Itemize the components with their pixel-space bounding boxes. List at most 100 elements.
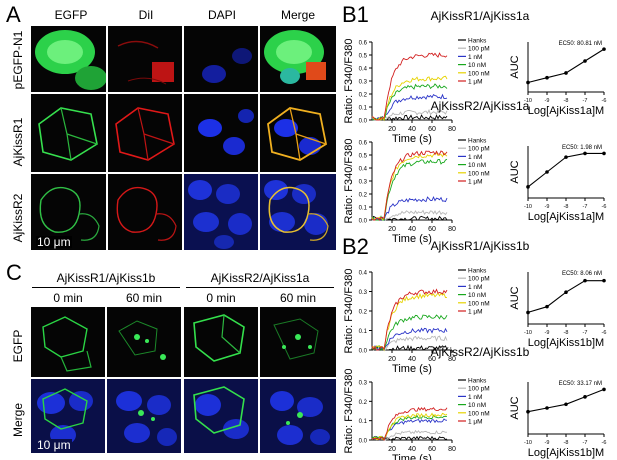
ytick-label-2-1: 0.1 xyxy=(359,329,368,335)
legend-label-0-2: 1 nM xyxy=(468,54,482,61)
panel-a-letter: A xyxy=(6,2,21,27)
dose-xtick-label-0-3: -7 xyxy=(583,98,588,104)
time-60-right: 60 min xyxy=(279,291,317,305)
dose-xlabel-1: Log[AjKiss1a]M xyxy=(528,211,604,223)
col-dil: DiI xyxy=(138,8,154,22)
dose-xtick-label-3-4: -6 xyxy=(602,440,607,446)
xtick-label-2-3: 80 xyxy=(448,356,456,363)
trace-ylabel-3: Ratio: F340/F380 xyxy=(343,369,355,454)
legend-label-2-5: 1 μM xyxy=(468,309,483,316)
row-c-merge: Merge xyxy=(11,403,25,438)
dose-curve-0 xyxy=(527,48,605,84)
dose-xtick-label-0-0: -10 xyxy=(524,98,532,104)
dose-xtick-label-3-1: -9 xyxy=(545,440,550,446)
ytick-label-1-6: 0.6 xyxy=(359,141,368,147)
dose-xtick-label-2-1: -9 xyxy=(545,330,550,336)
legend-label-1-3: 10 nM xyxy=(468,162,486,169)
dose-xlabel-0: Log[AjKiss1a]M xyxy=(528,105,604,117)
dose-xtick-label-3-0: -10 xyxy=(524,440,532,446)
legend-label-3-2: 1 nM xyxy=(468,394,482,401)
dose-point-1-1 xyxy=(545,170,549,174)
micrograph-r1-dapi xyxy=(184,94,258,172)
series-line-3-0 xyxy=(371,435,448,441)
ytick-label-0-6: 0.6 xyxy=(359,41,368,47)
ytick-label-2-4: 0.4 xyxy=(359,271,368,277)
micrograph-c-r2-60-egfp xyxy=(260,307,336,377)
micrograph-r1-egfp xyxy=(31,94,106,172)
micrograph-c-r2-0-merge xyxy=(184,379,258,453)
legend-label-2-3: 10 nM xyxy=(468,292,486,299)
xtick-label-1-3: 80 xyxy=(448,226,456,233)
dose-curve-2 xyxy=(527,280,604,313)
row-ajkissr2: AjKissR2 xyxy=(11,193,25,243)
trace-ylabel-1: Ratio: F340/F380 xyxy=(343,139,355,224)
dose-ylabel-1: AUC xyxy=(509,160,521,183)
ec50-label-3: EC50: 33.17 nM xyxy=(559,381,602,387)
ytick-label-0-1: 0.1 xyxy=(359,106,368,112)
dose-point-0-2 xyxy=(564,71,568,75)
row-pegfp: pEGFP-N1 xyxy=(11,30,25,90)
col-merge: Merge xyxy=(280,8,315,22)
series-line-1-0 xyxy=(371,215,448,221)
scale-bar-c-label: 10 μm xyxy=(36,438,72,452)
dose-xtick-label-1-1: -9 xyxy=(545,204,550,210)
trace-xlabel-2: Time (s) xyxy=(392,363,432,375)
trace-ylabel-0: Ratio: F340/F380 xyxy=(343,39,355,124)
series-line-0-1 xyxy=(371,108,448,121)
ec50-label-0: EC50: 80.81 nM xyxy=(559,41,602,47)
series-line-2-0 xyxy=(371,344,448,352)
legend-label-1-5: 1 μM xyxy=(468,179,483,186)
legend-label-3-5: 1 μM xyxy=(468,419,483,426)
ytick-label-0-0: 0.0 xyxy=(359,119,368,125)
dose-point-2-4 xyxy=(602,278,606,283)
dose-point-1-4 xyxy=(602,151,606,156)
dose-ylabel-3: AUC xyxy=(509,396,521,419)
micrograph-pegfp-merge xyxy=(260,26,336,92)
ec50-label-2: EC50: 8.06 nM xyxy=(562,271,602,277)
xtick-label-3-0: 20 xyxy=(388,446,396,453)
dose-xtick-label-1-2: -8 xyxy=(564,204,569,210)
series-line-1-1 xyxy=(371,209,448,221)
dose-curve-3 xyxy=(527,388,605,413)
time-0-left: 0 min xyxy=(53,291,83,305)
dose-point-1-0 xyxy=(526,185,530,189)
dose-xtick-label-0-4: -6 xyxy=(602,98,607,104)
row-c-egfp: EGFP xyxy=(11,329,25,363)
dose-xtick-label-2-3: -7 xyxy=(583,330,588,336)
ytick-label-1-2: 0.2 xyxy=(359,193,368,199)
micrograph-pegfp-dil xyxy=(108,26,182,92)
ytick-label-0-4: 0.4 xyxy=(359,67,368,73)
ec50-label-1: EC50: 1.98 nM xyxy=(562,145,602,151)
dose-point-0-4 xyxy=(602,47,606,51)
micrograph-r2-dil xyxy=(108,174,182,250)
panel-c-letter: C xyxy=(6,260,22,285)
dose-point-1-3 xyxy=(583,151,587,156)
series-line-0-5 xyxy=(371,52,448,121)
ytick-label-0-5: 0.5 xyxy=(359,54,368,60)
panel-b1-letter: B1 xyxy=(342,2,369,27)
legend-label-3-3: 10 nM xyxy=(468,402,486,409)
series-line-2-1 xyxy=(371,335,448,351)
legend-label-3-0: Hanks xyxy=(468,378,487,385)
ytick-label-1-3: 0.3 xyxy=(359,180,368,186)
legend-label-3-4: 100 nM xyxy=(468,410,490,417)
xtick-label-2-2: 60 xyxy=(428,356,436,363)
xtick-label-3-3: 80 xyxy=(448,446,456,453)
xtick-label-0-3: 80 xyxy=(448,126,456,133)
micrograph-r1-dil xyxy=(108,94,182,172)
xtick-label-0-1: 40 xyxy=(408,126,416,133)
xtick-label-3-1: 40 xyxy=(408,446,416,453)
micrograph-c-r1-60-merge xyxy=(107,379,181,453)
dose-point-0-3 xyxy=(583,59,587,63)
ytick-label-3-0: 0.0 xyxy=(359,439,368,445)
xtick-label-2-0: 20 xyxy=(388,356,396,363)
dose-ylabel-0: AUC xyxy=(509,55,521,78)
trace-xlabel-0: Time (s) xyxy=(392,133,432,145)
xtick-label-0-0: 20 xyxy=(388,126,396,133)
chart-title-0: AjKissR1/AjKiss1a xyxy=(431,9,530,23)
trace-xlabel-1: Time (s) xyxy=(392,233,432,245)
legend-label-0-4: 100 nM xyxy=(468,70,490,77)
ytick-label-1-5: 0.5 xyxy=(359,154,368,160)
series-line-2-3 xyxy=(371,314,448,351)
